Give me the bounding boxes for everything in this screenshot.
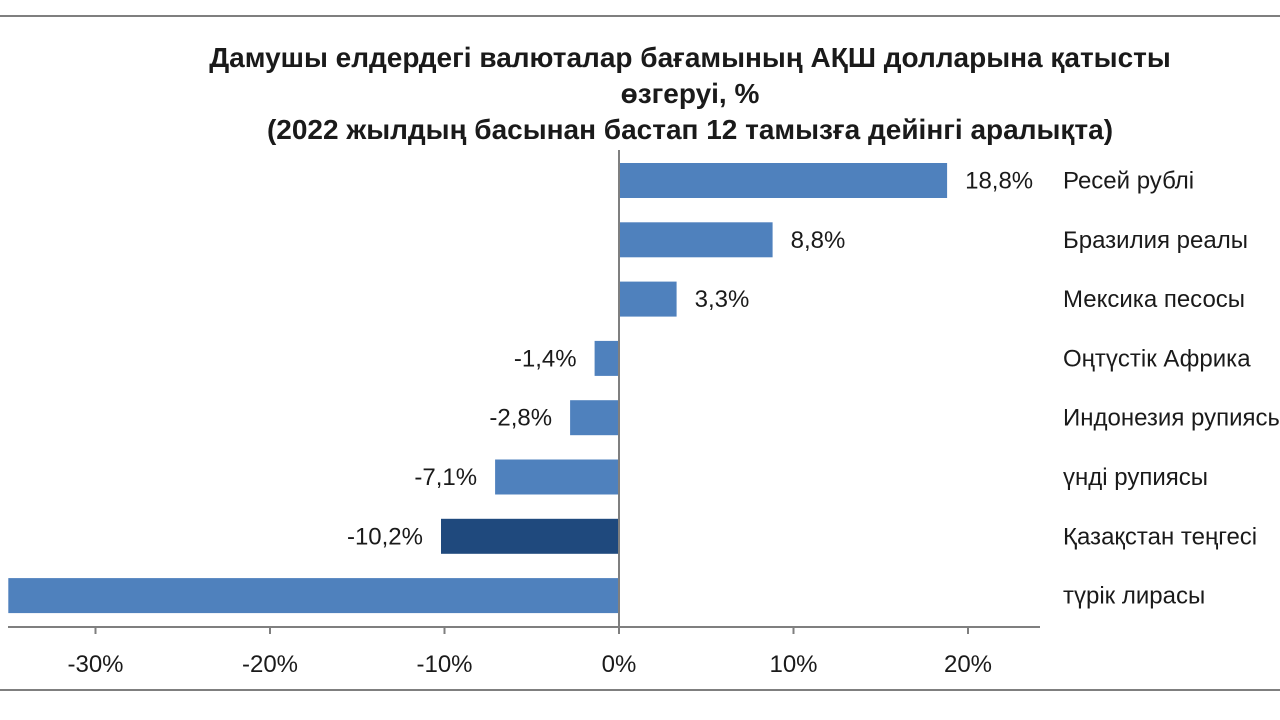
category-label: Қазақстан теңгесі [1063,523,1257,550]
chart-title-line-2: өзгеруі, % [620,78,760,109]
data-label: -7,1% [414,464,477,491]
chart-title-line-3: (2022 жылдың басынан бастап 12 тамызға д… [266,114,1114,145]
category-label: Оңтүстік Африка [1063,345,1251,372]
category-label: үнді рупиясы [1063,464,1208,491]
x-tick-label: 20% [944,651,992,678]
chart-title-line-1: Дамушы елдердегі валюталар бағамының АҚШ… [209,42,1171,73]
x-tick-label: -30% [67,651,123,678]
bar [594,340,619,376]
data-label: -2,8% [489,405,552,432]
x-tick-label: 10% [769,651,817,678]
category-label: түрік лирасы [1063,583,1205,610]
category-label: Индонезия рупиясы [1063,405,1280,432]
data-label: 18,8% [965,168,1033,195]
bar [495,459,619,495]
x-tick-label: -10% [416,651,472,678]
data-label: 8,8% [791,227,846,254]
data-label: -1,4% [514,345,577,372]
bar [441,518,619,554]
bar [619,222,773,258]
data-label: 3,3% [695,286,750,313]
x-tick-label: 0% [602,651,637,678]
category-label: Бразилия реалы [1063,227,1248,254]
chart-title: Дамушы елдердегі валюталар бағамының АҚШ… [100,40,1280,148]
chart-frame [0,15,1280,691]
bar [619,281,677,317]
x-tick-label: -20% [242,651,298,678]
bar [619,163,948,198]
bar [570,400,619,436]
bar [8,578,620,614]
category-label: Ресей рублі [1063,168,1194,195]
category-label: Мексика песосы [1063,286,1245,313]
data-label: -10,2% [347,523,423,550]
